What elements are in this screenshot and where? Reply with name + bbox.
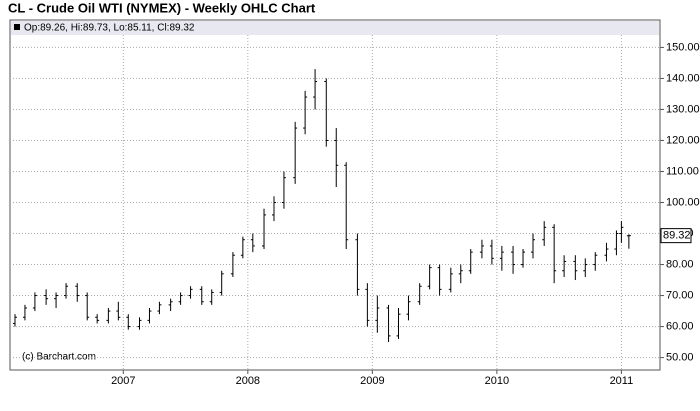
y-tick-label: 110.00 bbox=[666, 165, 699, 177]
y-tick-label: 70.00 bbox=[666, 289, 694, 301]
y-tick-label: 80.00 bbox=[666, 258, 694, 270]
x-tick-label: 2011 bbox=[610, 375, 634, 387]
y-tick-label: 150.00 bbox=[666, 41, 700, 53]
chart-title: CL - Crude Oil WTI (NYMEX) - Weekly OHLC… bbox=[8, 0, 316, 15]
y-tick-label: 100.00 bbox=[666, 196, 700, 208]
legend-text: Op:89.26, Hi:89.73, Lo:85.11, Cl:89.32 bbox=[24, 23, 195, 34]
plot-frame bbox=[9, 19, 661, 371]
x-tick-label: 2008 bbox=[236, 375, 260, 387]
legend-swatch bbox=[14, 24, 20, 30]
x-tick-label: 2007 bbox=[111, 375, 135, 387]
y-tick-label: 50.00 bbox=[666, 351, 694, 363]
x-tick-label: 2010 bbox=[485, 375, 509, 387]
y-tick-label: 130.00 bbox=[666, 103, 700, 115]
x-tick-label: 2009 bbox=[360, 375, 384, 387]
legend-strip bbox=[11, 21, 659, 35]
last-price-label: 89.32 bbox=[663, 230, 691, 242]
y-tick-label: 140.00 bbox=[666, 72, 700, 84]
y-tick-label: 60.00 bbox=[666, 320, 694, 332]
y-tick-label: 120.00 bbox=[666, 134, 700, 146]
last-price-box bbox=[660, 228, 692, 244]
